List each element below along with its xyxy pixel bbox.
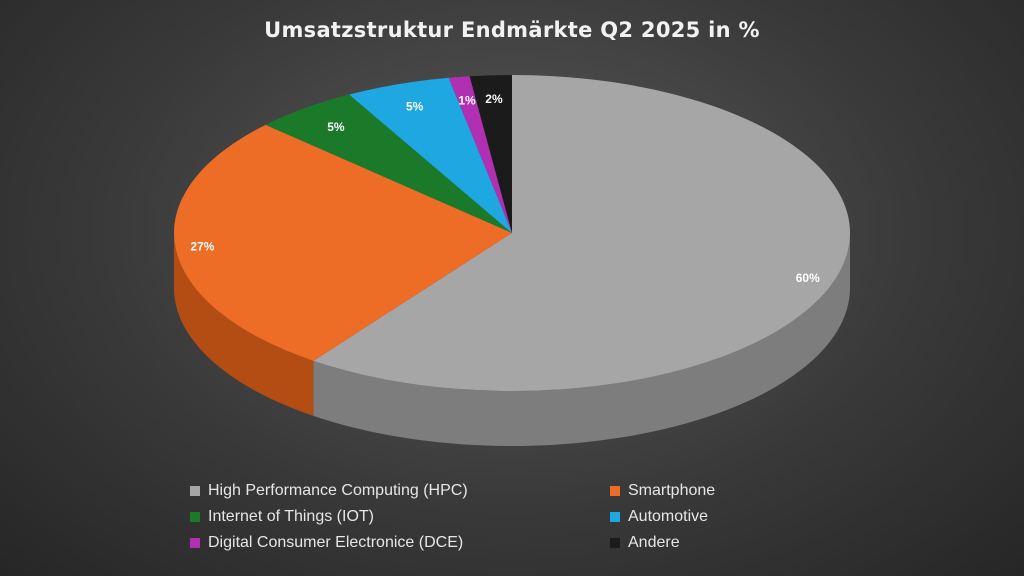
legend-label: Internet of Things (IOT): [208, 508, 374, 525]
legend-label: Andere: [628, 534, 680, 551]
pie-slice-internet-of-things-iot: [265, 94, 512, 233]
legend-item-internet-of-things-iot: Internet of Things (IOT): [190, 506, 610, 528]
legend-item-digital-consumer-electronice-dce: Digital Consumer Electronice (DCE): [190, 532, 610, 554]
legend-swatch: [610, 486, 620, 496]
data-label-automotive: 5%: [406, 100, 424, 114]
legend-label: Smartphone: [628, 482, 716, 499]
data-label-digital-consumer-electronice-dce: 1%: [458, 93, 476, 107]
data-label-smartphone: 27%: [190, 240, 214, 254]
pie-side-high-performance-computing-hpc: [313, 233, 850, 446]
data-label-internet-of-things-iot: 5%: [327, 120, 345, 134]
legend-item-smartphone: Smartphone: [610, 480, 830, 502]
legend-label: High Performance Computing (HPC): [208, 482, 468, 499]
data-label-high-performance-computing-hpc: 60%: [796, 271, 820, 285]
pie-slice-smartphone: [173, 124, 513, 361]
pie-labels: 60% 27% 5% 5% 1% 2%: [190, 92, 820, 285]
pie-side-smartphone: [174, 233, 314, 416]
pie-slice-high-performance-computing-hpc: [313, 75, 851, 391]
pie-slice-andere: [469, 75, 512, 233]
legend-item-high-performance-computing-hpc: High Performance Computing (HPC): [190, 480, 610, 502]
legend-item-andere: Andere: [610, 532, 830, 554]
pie-slice-automotive: [349, 77, 512, 233]
legend-swatch: [190, 486, 200, 496]
pie-tops: [173, 75, 851, 391]
legend-swatch: [190, 538, 200, 548]
data-label-andere: 2%: [485, 92, 503, 106]
legend-swatch: [610, 538, 620, 548]
legend-label: Digital Consumer Electronice (DCE): [208, 534, 464, 551]
legend-item-automotive: Automotive: [610, 506, 830, 528]
pie-slice-digital-consumer-electronice-dce: [448, 76, 512, 233]
pie-sides: [174, 233, 850, 446]
chart-title: Umsatzstruktur Endmärkte Q2 2025 in %: [264, 18, 760, 42]
legend-swatch: [610, 512, 620, 522]
legend: High Performance Computing (HPC) Smartpho…: [190, 480, 830, 554]
legend-swatch: [190, 512, 200, 522]
legend-label: Automotive: [628, 508, 709, 525]
